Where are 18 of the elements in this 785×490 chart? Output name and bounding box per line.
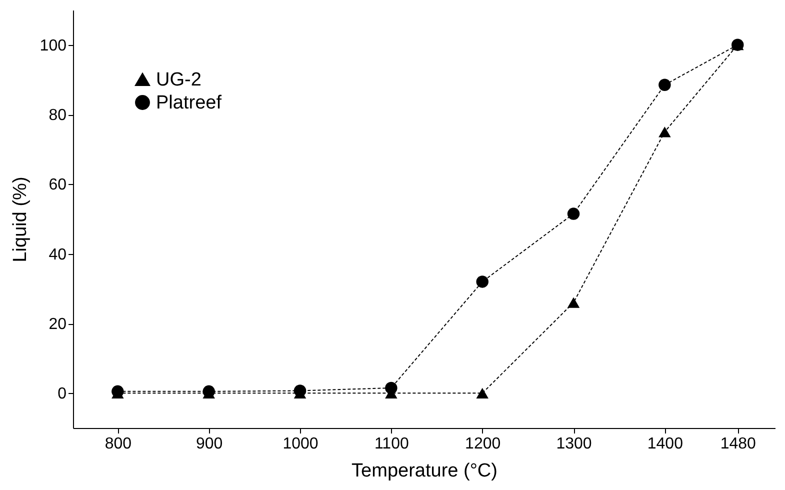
x-tick-label: 1300 [556, 436, 592, 452]
y-tick-label: 40 [48, 246, 67, 264]
legend-label: Platreef [156, 92, 222, 114]
x-tick-label: 1480 [720, 436, 756, 452]
y-tick-label: 0 [58, 386, 67, 403]
y-axis-title: Liquid (%) [10, 176, 31, 262]
x-tick-label: 1000 [282, 436, 318, 452]
y-tick-label: 100 [40, 37, 67, 54]
legend-label: UG-2 [156, 70, 202, 90]
x-tick-label: 1400 [647, 436, 684, 452]
x-tick-label: 900 [196, 436, 223, 452]
y-tick-label: 80 [48, 107, 67, 124]
x-axis-title: Temperature (°C) [352, 460, 498, 482]
y-tick-label: 60 [48, 176, 67, 194]
x-tick-label: 800 [104, 436, 132, 452]
x-tick-label: 1100 [374, 436, 409, 452]
x-tick-label: 1200 [465, 436, 501, 452]
y-tick-label: 20 [48, 316, 67, 333]
